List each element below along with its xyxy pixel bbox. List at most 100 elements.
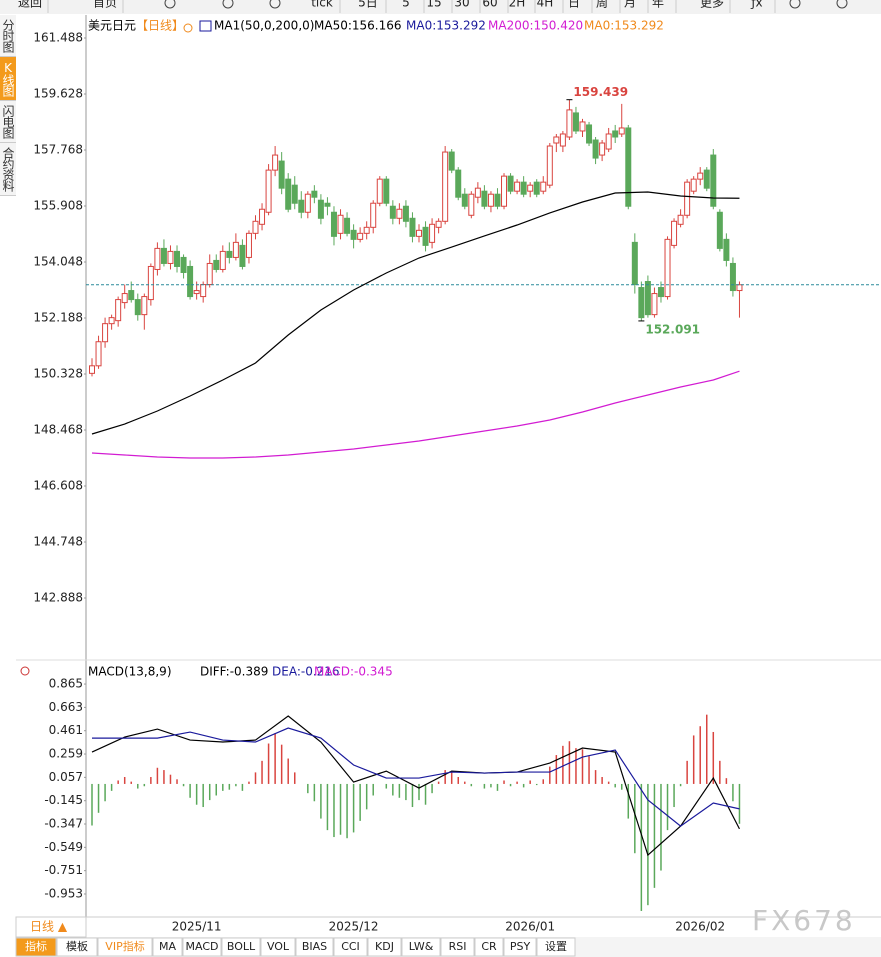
indicator-tab[interactable]: MACD: [186, 940, 219, 953]
toolbar-icon[interactable]: [789, 0, 801, 9]
tab-box[interactable]: [97, 937, 153, 957]
y-tick-label: -0.549: [44, 840, 83, 854]
toolbar-button[interactable]: 日: [568, 0, 580, 10]
candle-body: [684, 181, 691, 216]
candle-body: [697, 172, 704, 180]
toolbar-button[interactable]: 60: [482, 0, 497, 10]
toolbar-button[interactable]: 周: [596, 0, 608, 10]
sidebar-tab[interactable]: 分时图: [0, 15, 16, 57]
indicator-tab[interactable]: VIP指标: [105, 939, 144, 953]
candle-body: [442, 151, 449, 222]
tab-box[interactable]: [15, 937, 57, 957]
toolbar-button[interactable]: 首页: [93, 0, 117, 10]
candle-body: [553, 136, 560, 144]
candle-body: [618, 127, 625, 135]
candle-body: [245, 232, 252, 258]
tab-box[interactable]: [221, 937, 261, 957]
y-tick-label: 0.865: [49, 677, 83, 691]
tab-box[interactable]: [260, 937, 296, 957]
candle-body: [422, 226, 429, 246]
toolbar-icon[interactable]: [164, 0, 176, 9]
candle-body: [239, 244, 246, 267]
toolbar-button[interactable]: 5日: [358, 0, 378, 10]
legend-text: 【日线】: [136, 19, 184, 33]
indicator-tab[interactable]: LW&: [409, 940, 434, 953]
indicator-icon[interactable]: [199, 20, 212, 32]
toolbar-button[interactable]: 年: [652, 0, 664, 10]
indicator-tab[interactable]: RSI: [449, 940, 467, 953]
legend-text: MACD(13,8,9): [88, 665, 172, 679]
toolbar-button[interactable]: 5: [402, 0, 410, 10]
legend-text: DIFF:-0.389: [200, 665, 268, 679]
add-icon[interactable]: [183, 23, 193, 33]
indicator-tab[interactable]: MA: [159, 940, 176, 953]
candle-body: [187, 265, 194, 298]
tab-box[interactable]: [152, 937, 183, 957]
tab-box[interactable]: [182, 937, 222, 957]
candle-body: [304, 193, 311, 213]
tab-box[interactable]: [536, 937, 576, 957]
toolbar-icon[interactable]: [222, 0, 234, 9]
tab-box[interactable]: [474, 937, 504, 957]
indicator-tab[interactable]: VOL: [267, 940, 290, 953]
y-tick-label: -0.145: [44, 793, 83, 807]
sidebar-tab[interactable]: K线图: [0, 57, 16, 101]
indicator-tab[interactable]: CCI: [341, 940, 360, 953]
indicator-tab[interactable]: 指标: [25, 939, 47, 953]
indicator-tab[interactable]: 设置: [545, 940, 567, 953]
extreme-label: 152.091: [645, 322, 700, 336]
candle-body: [690, 178, 697, 192]
toolbar-button[interactable]: 15: [426, 0, 441, 10]
candle-body: [160, 247, 167, 264]
indicator-tab[interactable]: CR: [481, 940, 497, 953]
candle-body: [527, 184, 534, 192]
tab-box[interactable]: [440, 937, 475, 957]
y-tick-label: -0.347: [44, 817, 83, 831]
toolbar-button[interactable]: ƒx: [750, 0, 762, 10]
candle-body: [487, 193, 494, 207]
toolbar-button[interactable]: 月: [624, 0, 636, 10]
period-select[interactable]: 日线 ▲: [30, 920, 68, 934]
indicator-tab[interactable]: PSY: [510, 940, 531, 953]
y-tick-label: 159.628: [33, 87, 83, 101]
indicator-tab[interactable]: KDJ: [375, 940, 394, 953]
toolbar-button[interactable]: 30: [454, 0, 469, 10]
sidebar-tab[interactable]: 合约资料: [0, 143, 16, 196]
toolbar-button[interactable]: 4H: [537, 0, 554, 10]
settings-icon[interactable]: [20, 666, 30, 676]
candle-body: [644, 281, 651, 316]
candle-body: [324, 202, 331, 207]
period-box[interactable]: [15, 916, 87, 938]
candle-body: [592, 139, 599, 159]
candle-body: [206, 262, 213, 286]
toolbar-icon[interactable]: [836, 0, 848, 9]
tab-box[interactable]: [367, 937, 402, 957]
toolbar-button[interactable]: tick: [311, 0, 333, 10]
candle-body: [435, 220, 442, 228]
indicator-tab[interactable]: 模板: [66, 939, 88, 953]
toolbar-button[interactable]: 更多: [700, 0, 724, 10]
indicator-tab[interactable]: BIAS: [302, 940, 327, 953]
tab-box[interactable]: [401, 937, 441, 957]
candle-body: [507, 175, 514, 192]
indicator-tab[interactable]: BOLL: [227, 940, 256, 953]
tab-box[interactable]: [295, 937, 334, 957]
y-tick-label: 142.888: [33, 591, 83, 605]
toolbar-button[interactable]: 返回: [18, 0, 42, 10]
candle-body: [278, 160, 285, 189]
candle-body: [357, 232, 364, 240]
candle-body: [219, 250, 226, 270]
candle-body: [121, 293, 128, 304]
toolbar-button[interactable]: 2H: [509, 0, 526, 10]
tab-box[interactable]: [503, 937, 537, 957]
candle-body: [95, 341, 102, 367]
tab-box[interactable]: [333, 937, 368, 957]
toolbar-icon[interactable]: [269, 0, 281, 9]
candle-body: [586, 124, 593, 144]
tab-box[interactable]: [56, 937, 98, 957]
candle-body: [265, 169, 272, 213]
sidebar-tab[interactable]: 闪电图: [0, 101, 16, 143]
candle-body: [409, 217, 416, 237]
indicator-line: [92, 727, 740, 827]
candle-body: [520, 181, 527, 195]
